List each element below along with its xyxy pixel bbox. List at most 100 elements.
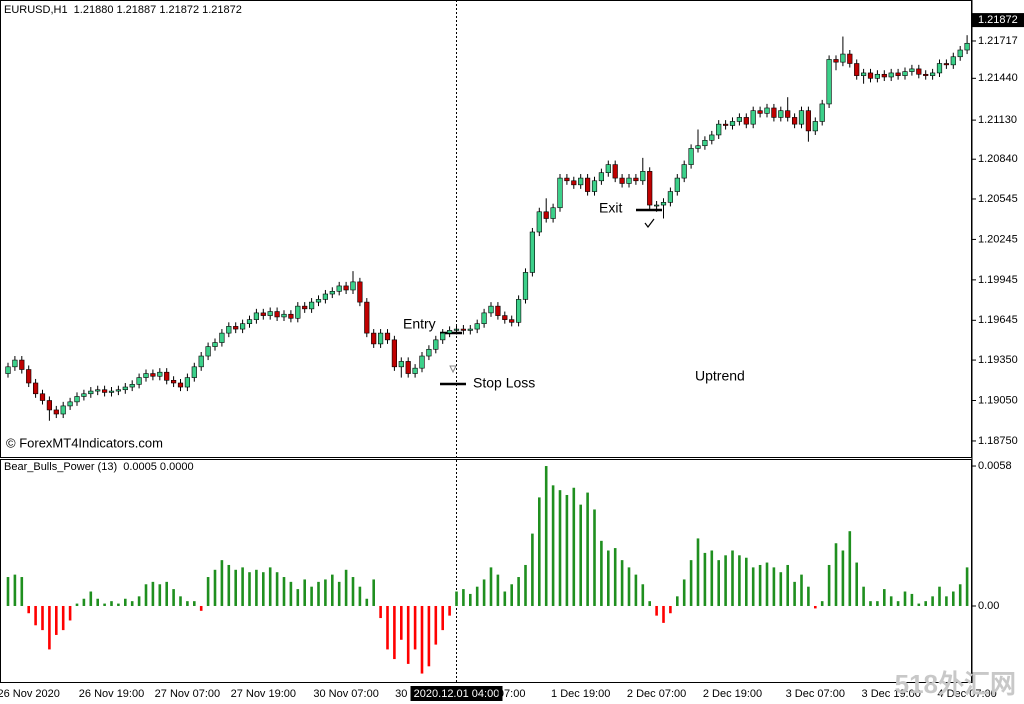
candle-body [895,72,901,76]
candle-body [833,59,839,63]
candle-body [716,123,722,136]
histogram-bar [20,577,24,606]
candle-body [171,379,177,384]
histogram-bar [517,577,520,606]
candle-body [667,191,673,203]
candle-body [757,110,763,114]
histogram-bar [475,586,479,606]
histogram-bar [876,601,879,606]
candle-body [591,180,598,192]
y-tick-label: 1.21440 [978,72,1018,84]
candle-body [246,319,253,324]
candle-body [578,177,584,186]
histogram-bar [48,605,51,650]
candle-body [964,42,970,51]
candle-body [32,382,39,395]
arrow-icon [449,365,457,374]
candle-body [53,409,59,415]
candle-body [481,312,487,324]
histogram-bar [310,586,313,606]
candle-body [536,211,542,233]
candle-body [184,377,191,388]
histogram-bar [68,605,72,621]
histogram-bar [600,540,603,606]
histogram-bar [724,555,727,606]
histogram-bar [779,572,783,606]
histogram-bar [793,581,796,606]
candle-body [764,107,770,114]
histogram-bar [206,577,210,606]
x-tick-label: 3 Dec 07:00 [786,688,845,700]
histogram-bar [538,497,541,606]
y-tick-label: 1.20840 [978,153,1018,165]
histogram-bar [124,598,127,606]
candle-body [550,207,556,219]
candle-body [902,71,908,76]
histogram-bar [883,589,886,606]
candle-body [564,177,570,182]
histogram-bar [662,605,665,623]
histogram-bar [268,567,272,606]
histogram-bar [179,596,182,606]
y-tick-label: 1.18750 [978,435,1018,447]
candle-body [543,211,549,219]
candle-body [778,110,784,118]
candle-body [722,123,729,126]
histogram-bar [193,601,196,606]
histogram-bar [420,605,424,674]
candle-body [888,72,894,78]
candle-body [474,323,480,330]
candle-body [67,401,73,407]
candle-body [819,103,825,122]
candle-body [240,323,246,330]
histogram-bar [413,605,417,650]
histogram-bar [303,579,306,606]
histogram-bar [103,603,106,606]
histogram-bar [296,589,300,606]
candle-body [267,311,273,316]
histogram-bar [406,605,410,664]
histogram-bar [331,574,334,606]
histogram-bar [696,538,700,606]
candle-body [688,148,694,165]
histogram-bar [441,605,444,631]
candle-body [647,171,653,206]
candle-body [39,393,46,401]
histogram-bar [593,509,596,606]
histogram-bar [579,504,582,606]
histogram-bar [958,584,962,606]
candle-body [205,346,211,357]
x-tick-label: 1 Dec 19:00 [551,688,610,700]
histogram-bar [827,564,831,606]
histogram-bar [344,569,348,606]
candle-body [198,355,204,368]
histogram-bar [234,569,237,606]
candle-body [26,369,32,384]
histogram-bar [117,603,120,606]
histogram-bar [365,598,369,606]
y-tick-label: 1.20545 [978,193,1018,205]
x-tick-label: 2 Dec 07:00 [627,688,686,700]
candle-body [653,204,660,207]
histogram-bar [386,605,389,650]
histogram-bar [703,552,707,606]
candle-body [219,332,225,343]
histogram-bar [13,574,17,606]
candle-body [302,305,308,310]
histogram-bar [731,550,734,606]
candle-body [357,281,363,303]
candle-body [923,73,929,76]
histogram-bar [482,579,486,606]
check-icon [644,218,655,228]
histogram-bar [786,564,789,606]
annotation: Exit [599,200,622,216]
histogram-bar [834,543,838,606]
histogram-bar [372,579,375,606]
histogram-bar [848,531,852,606]
histogram-bar [82,598,86,606]
histogram-bar [558,490,562,606]
candle-body [847,53,853,64]
histogram-bar [96,598,99,606]
histogram-bar [627,567,631,606]
y-tick-label: 1.20245 [978,233,1018,245]
